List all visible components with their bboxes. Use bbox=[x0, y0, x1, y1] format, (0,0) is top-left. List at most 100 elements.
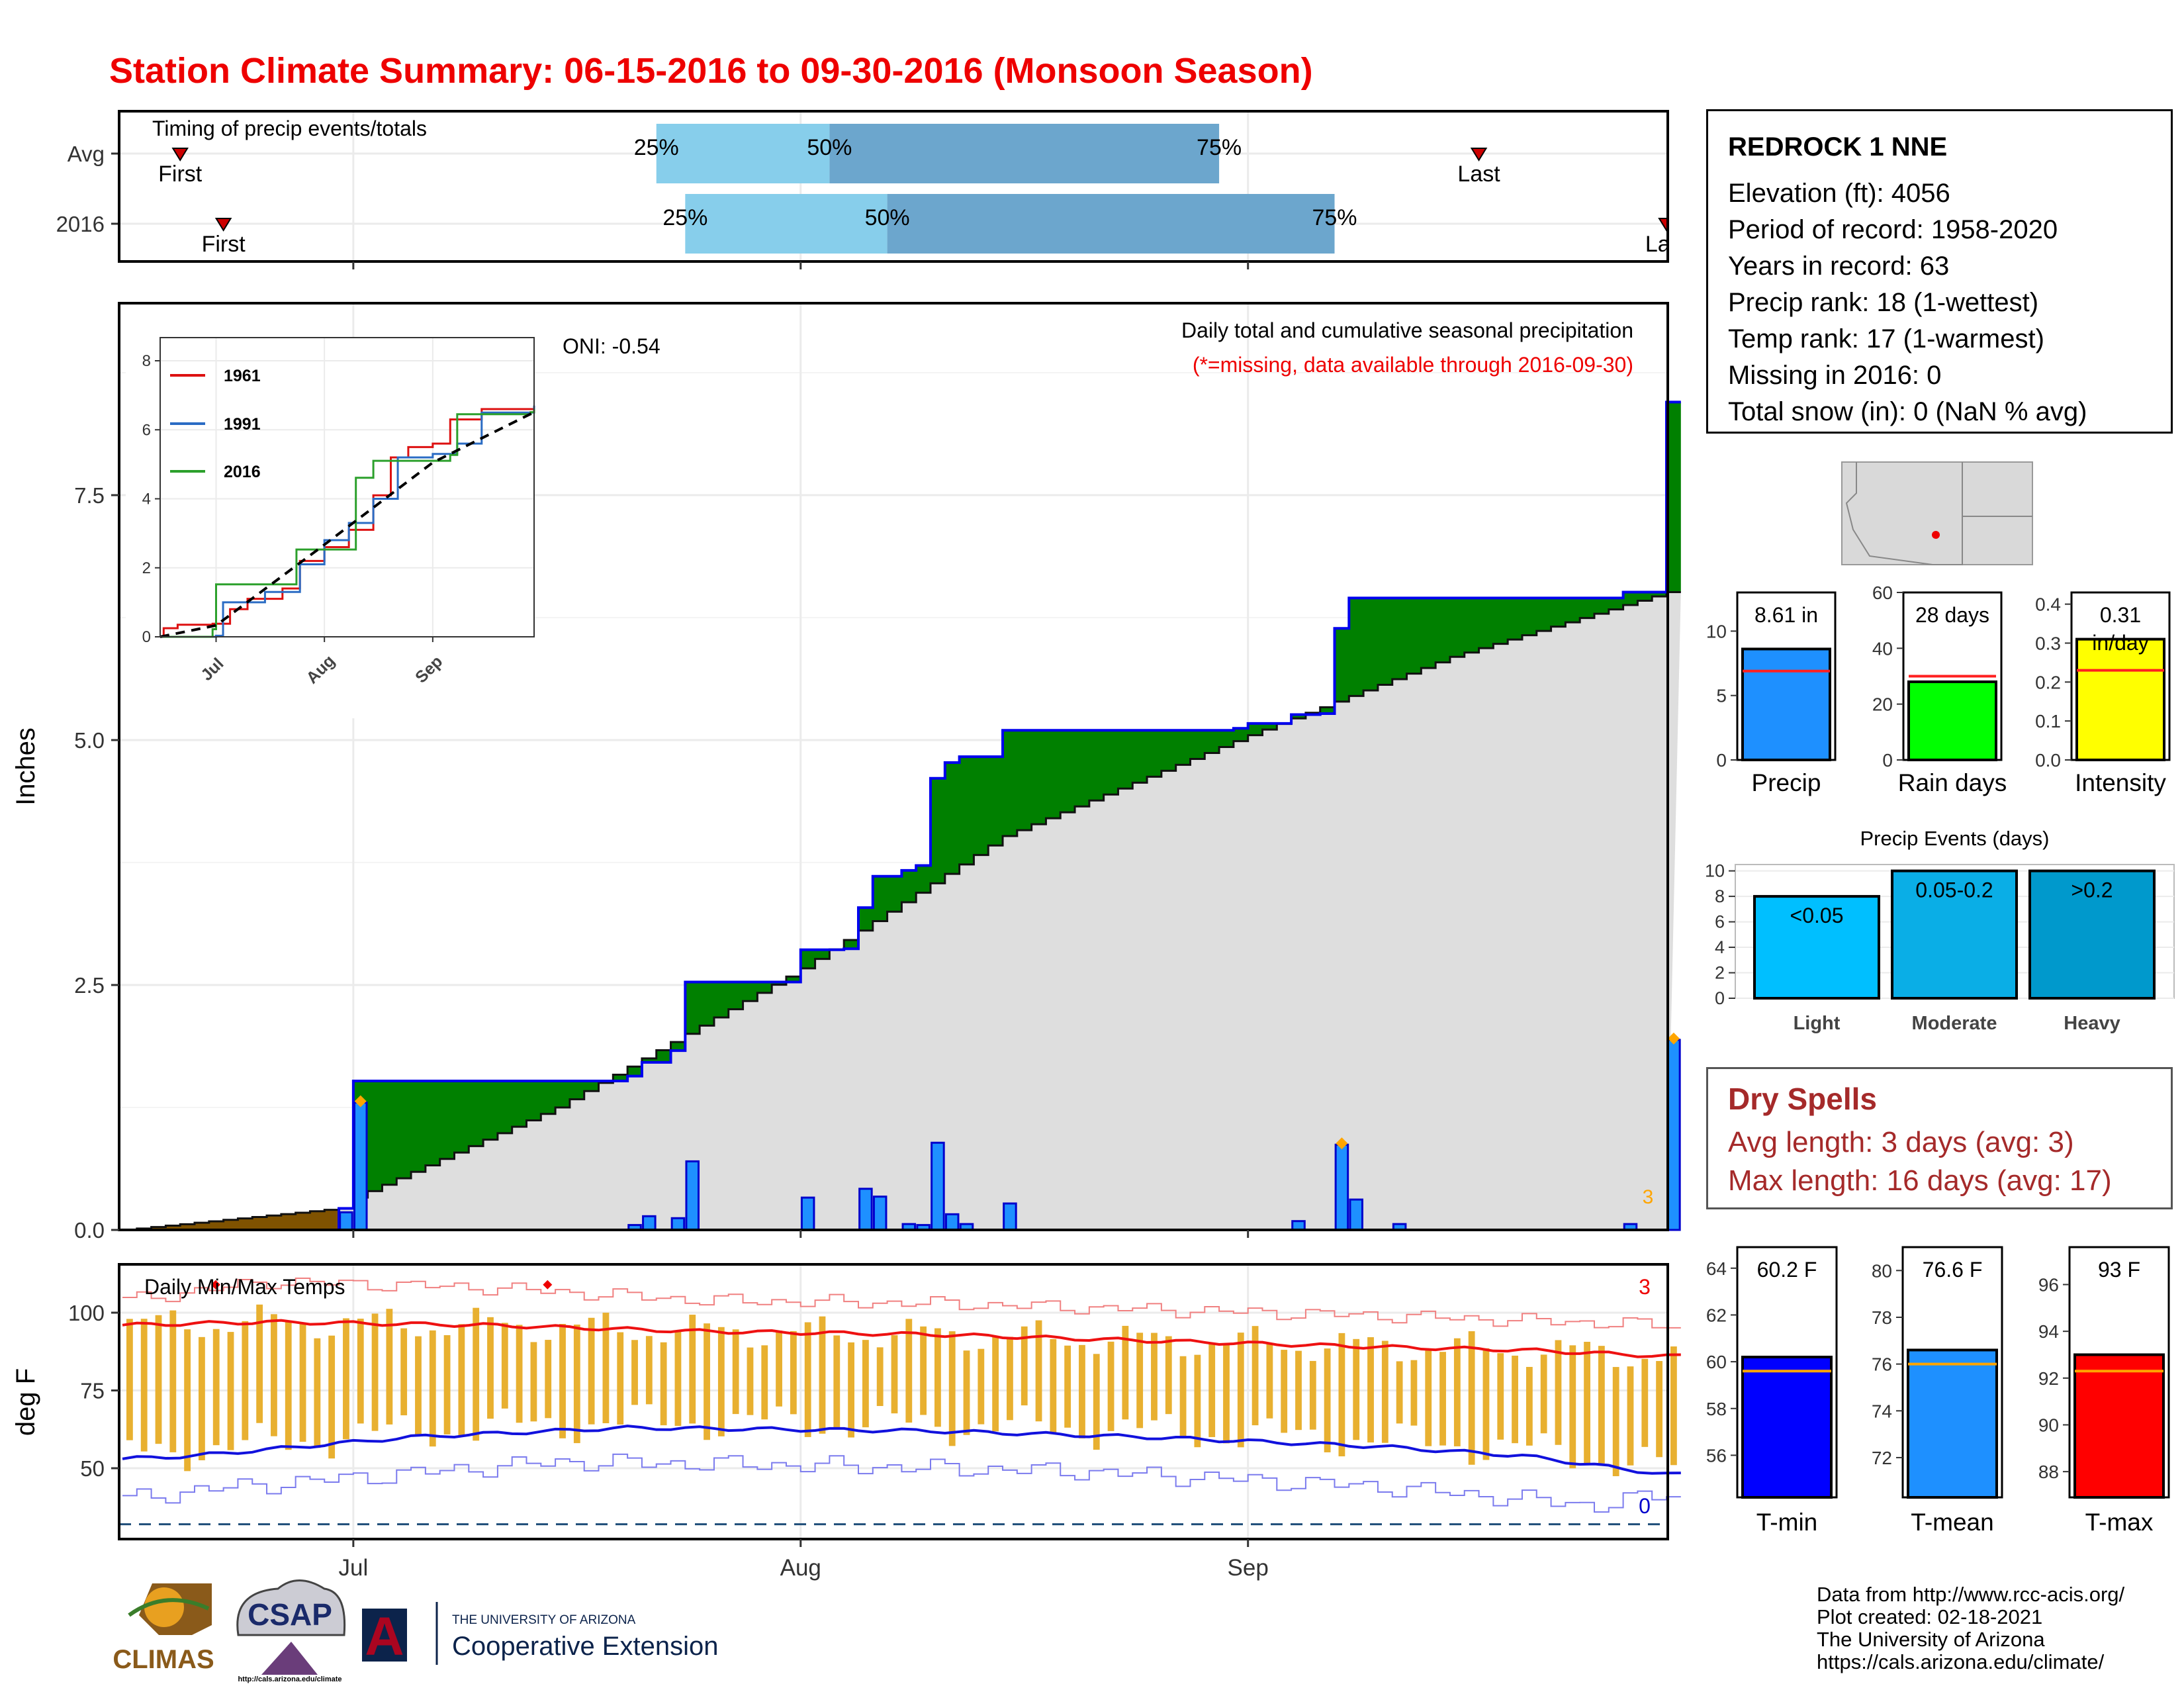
temp-daily-bar bbox=[1295, 1350, 1302, 1430]
temp-daily-bar bbox=[804, 1322, 811, 1437]
precip-daily-bar bbox=[642, 1215, 657, 1231]
inset-legend-label: 2016 bbox=[224, 463, 261, 481]
station-temp-rank: Temp rank: 17 (1-warmest) bbox=[1728, 324, 2044, 353]
inset-y-tick-label: 2 bbox=[142, 559, 151, 577]
temp-daily-bar bbox=[1569, 1345, 1576, 1469]
temp-daily-bar bbox=[1367, 1337, 1374, 1443]
temp-record-max-line bbox=[122, 1278, 1681, 1329]
timing-label-first: First bbox=[158, 162, 203, 187]
station-snow: Total snow (in): 0 (NaN % avg) bbox=[1728, 397, 2087, 426]
ua-logo-letter: A bbox=[365, 1607, 404, 1667]
dry-spells-avg: Avg length: 3 days (avg: 3) bbox=[1728, 1126, 2074, 1158]
mini-y-tick-label: 88 bbox=[2038, 1462, 2059, 1482]
inset-y-tick-label: 4 bbox=[142, 491, 151, 508]
csap-logo-text: CSAP bbox=[248, 1597, 332, 1632]
inset-series-line-avg bbox=[159, 410, 535, 638]
mini-y-tick-label: 78 bbox=[1872, 1307, 1892, 1328]
temp-daily-bar bbox=[256, 1304, 263, 1423]
temp-daily-bar bbox=[545, 1340, 552, 1419]
inset-series-line-2016 bbox=[160, 408, 535, 638]
temp-daily-bar bbox=[1656, 1361, 1663, 1458]
mini-y-tick-label: 0.1 bbox=[2035, 711, 2061, 731]
timing-label-50: 50% bbox=[807, 135, 852, 160]
events-y-tick-label: 0 bbox=[1715, 988, 1725, 1008]
temp-daily-bar bbox=[1627, 1366, 1634, 1466]
precip-daily-bar bbox=[670, 1217, 686, 1231]
station-info-box: REDROCK 1 NNE Elevation (ft): 4056 Perio… bbox=[1706, 109, 2173, 434]
mini-y-tick-label: 74 bbox=[1872, 1401, 1892, 1421]
precip-daily-bar bbox=[353, 1102, 368, 1231]
temp-daily-bar bbox=[992, 1335, 999, 1432]
mini-value-label: 0.31 bbox=[2100, 603, 2141, 627]
temp-y-tick-label: 100 bbox=[68, 1301, 105, 1325]
temp-daily-bar bbox=[1007, 1336, 1013, 1421]
timing-label-25: 25% bbox=[662, 205, 707, 230]
timing-first-marker bbox=[171, 148, 189, 162]
precip-daily-bar bbox=[685, 1160, 700, 1231]
temp-daily-bar bbox=[169, 1310, 177, 1452]
mini-bar-Rain days bbox=[1907, 680, 1997, 762]
mini-bar-Precip bbox=[1741, 647, 1831, 761]
temp-daily-bar bbox=[458, 1324, 465, 1437]
precip-y-axis-label: Inches bbox=[11, 727, 40, 806]
timing-row-label: 2016 bbox=[56, 212, 105, 236]
temp-daily-bar bbox=[1482, 1348, 1490, 1460]
temp-daily-bar bbox=[516, 1325, 523, 1423]
temp-daily-bar bbox=[1136, 1333, 1144, 1429]
station-elevation: Elevation (ft): 4056 bbox=[1728, 179, 1950, 208]
temp-daily-bar bbox=[674, 1331, 682, 1427]
footer-created: Plot created: 02-18-2021 bbox=[1817, 1605, 2043, 1628]
station-missing: Missing in 2016: 0 bbox=[1728, 361, 1942, 390]
temp-record-high-count: 3 bbox=[1639, 1275, 1651, 1299]
inset-legend-label: 1991 bbox=[224, 415, 261, 434]
events-y-tick-label: 4 bbox=[1715, 937, 1725, 957]
csap-logo-mountain bbox=[261, 1642, 318, 1675]
footer-university: The University of Arizona bbox=[1817, 1628, 2045, 1651]
mini-value-label-unit: in/day bbox=[2092, 631, 2148, 655]
temp-daily-bar bbox=[1353, 1338, 1360, 1440]
mini-y-tick-label: 10 bbox=[1706, 621, 1727, 641]
station-name: REDROCK 1 NNE bbox=[1728, 132, 1948, 162]
temp-daily-bar bbox=[819, 1316, 826, 1434]
locator-map bbox=[1841, 461, 2033, 565]
temp-daily-bar bbox=[1194, 1354, 1201, 1448]
precip-daily-bar bbox=[872, 1196, 887, 1231]
precip-2016-cumulative-line bbox=[122, 400, 1681, 1231]
temp-y-tick-label: 50 bbox=[80, 1456, 105, 1481]
temp-daily-bar bbox=[473, 1307, 480, 1441]
station-years: Years in record: 63 bbox=[1728, 252, 1950, 281]
events-bar-label: <0.05 bbox=[1790, 904, 1844, 927]
events-bar-Heavy bbox=[2028, 869, 2156, 1000]
temp-y-tick-label: 75 bbox=[80, 1379, 105, 1403]
station-period: Period of record: 1958-2020 bbox=[1728, 215, 2058, 244]
mini-y-tick-label: 0.2 bbox=[2035, 672, 2061, 692]
events-category-label: Heavy bbox=[2064, 1013, 2120, 1034]
temp-daily-bar bbox=[1208, 1343, 1216, 1437]
events-y-tick-label: 10 bbox=[1705, 861, 1725, 881]
temp-y-axis-label: deg F bbox=[11, 1368, 40, 1436]
temp-daily-bar bbox=[299, 1322, 306, 1442]
inset-axis-bg bbox=[126, 635, 549, 718]
temp-daily-bar bbox=[660, 1342, 667, 1426]
precip-record-marker bbox=[1336, 1137, 1348, 1150]
inset-y-tick-label: 6 bbox=[142, 421, 151, 439]
temp-daily-bar bbox=[876, 1347, 884, 1407]
precip-daily-bar bbox=[339, 1211, 353, 1231]
mini-y-tick-label: 58 bbox=[1706, 1399, 1727, 1419]
temp-daily-bar bbox=[285, 1321, 292, 1450]
mini-y-tick-label: 90 bbox=[2038, 1415, 2059, 1435]
inset-yaxis-bg bbox=[126, 334, 160, 645]
temp-daily-bar bbox=[227, 1332, 234, 1450]
temp-daily-bar bbox=[1525, 1366, 1533, 1446]
precip-daily-bar bbox=[1334, 1143, 1349, 1231]
temp-daily-bar bbox=[1122, 1325, 1129, 1420]
temp-daily-bar bbox=[1309, 1360, 1316, 1430]
mini-y-tick-label: 40 bbox=[1872, 638, 1893, 659]
temp-daily-bar bbox=[1050, 1338, 1057, 1434]
timing-label-75: 75% bbox=[1197, 135, 1242, 160]
temp-daily-bar bbox=[617, 1332, 624, 1425]
temp-daily-bar bbox=[1555, 1340, 1562, 1445]
dry-spells-max: Max length: 16 days (avg: 17) bbox=[1728, 1164, 2112, 1197]
